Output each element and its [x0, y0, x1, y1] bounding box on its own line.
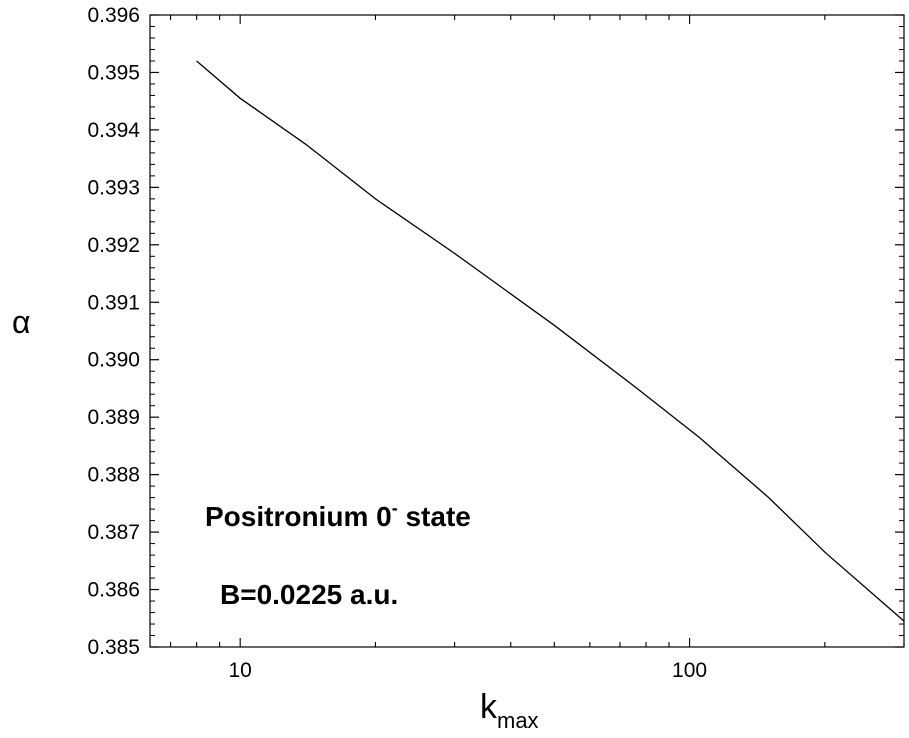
annotation-state-main: Positronium 0	[205, 501, 392, 532]
x-tick-label: 10	[228, 659, 251, 682]
annotation-state-tail: state	[398, 501, 471, 532]
y-tick-label: 0.387	[87, 521, 140, 544]
x-axis-label-main: k	[480, 688, 498, 726]
y-tick-label: 0.386	[87, 579, 140, 602]
x-axis-label-sub: max	[497, 708, 539, 733]
y-tick-label: 0.392	[87, 234, 140, 257]
y-tick-label: 0.391	[87, 291, 140, 314]
y-axis-ticks: 0.385 0.386 0.387 0.388 0.389 0.390 0.391 0.392…	[87, 4, 904, 659]
x-tick-label: 100	[672, 659, 707, 682]
y-tick-label: 0.393	[87, 176, 140, 199]
annotation-state-sup: -	[392, 498, 398, 518]
x-axis-label: kmax	[480, 688, 539, 733]
series-line	[196, 60, 905, 622]
x-axis-ticks: 10 100	[170, 15, 905, 682]
annotation-state: Positronium 0- state	[205, 498, 471, 532]
y-tick-label: 0.394	[87, 119, 140, 142]
y-tick-label: 0.395	[87, 61, 140, 84]
plot-frame	[149, 14, 905, 648]
y-tick-label: 0.396	[87, 4, 140, 27]
y-tick-label: 0.390	[87, 349, 140, 372]
y-axis-label: α	[12, 304, 31, 340]
y-tick-label: 0.389	[87, 406, 140, 429]
y-tick-label: 0.385	[87, 636, 140, 659]
annotation-field: B=0.0225 a.u.	[220, 579, 398, 610]
y-tick-label: 0.388	[87, 464, 140, 487]
